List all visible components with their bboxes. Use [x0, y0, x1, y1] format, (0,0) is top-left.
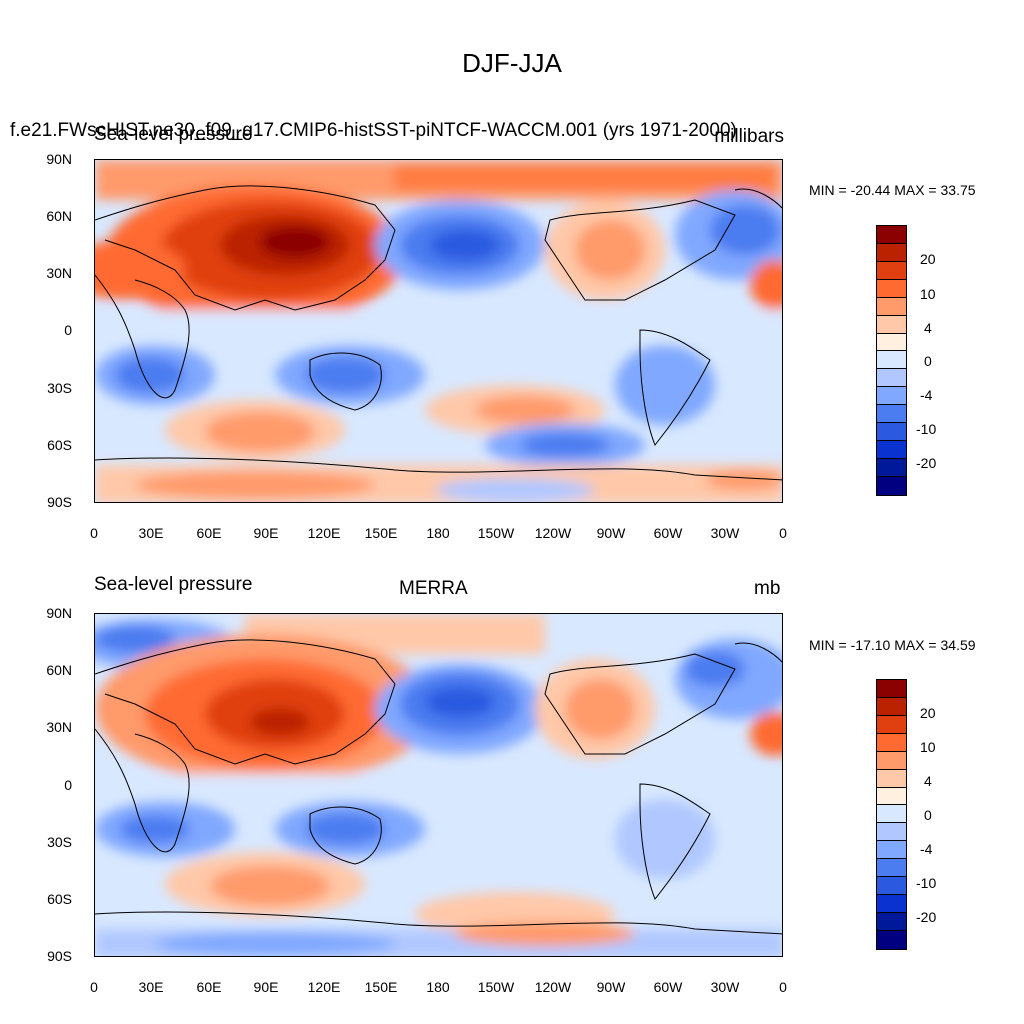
panel-1-center-label: f.e21.FWscHIST.ne30_f09_g17.CMIP6-histSS… [10, 120, 737, 141]
panel-1-lon-tick: 120W [534, 525, 572, 541]
colorbar-swatch [877, 458, 906, 477]
panel-2-lon-tick: 120E [307, 979, 341, 995]
panel-1-colorbar-label: 4 [924, 320, 932, 336]
colorbar-swatch [877, 441, 906, 459]
colorbar-swatch [877, 733, 906, 752]
panel-2-colorbar [876, 679, 907, 950]
panel-2-lon-tick: 30E [138, 979, 164, 995]
panel-1-lon-tick: 60W [653, 525, 683, 541]
colorbar-swatch [877, 680, 906, 698]
panel-2-lon-tick: 90W [596, 979, 626, 995]
colorbar-swatch [877, 369, 906, 388]
panel-1-colorbar-label: 20 [920, 251, 936, 267]
panel-1-lat-tick: 30N [46, 265, 72, 281]
panel-1-lat-tick: 30S [47, 380, 72, 396]
panel-2-lat-tick: 90S [47, 948, 72, 964]
colorbar-swatch [877, 476, 906, 495]
panel-2-colorbar-label: -4 [920, 841, 933, 857]
panel-1-lon-tick: 30E [138, 525, 164, 541]
panel-2-lon-tick: 60W [653, 979, 683, 995]
panel-2-lat-tick: 0 [64, 777, 72, 793]
colorbar-swatch [877, 423, 906, 442]
figure-title: DJF-JJA [462, 48, 562, 78]
panel-2-lon-tick: 90E [253, 979, 279, 995]
panel-1-lon-tick: 90E [253, 525, 279, 541]
colorbar-swatch [877, 823, 906, 842]
panel-1-lon-tick: 0 [779, 525, 787, 541]
panel-1-colorbar-label: -20 [916, 455, 937, 471]
colorbar-swatch [877, 243, 906, 262]
panel-2-lat-tick: 30S [47, 834, 72, 850]
colorbar-swatch [877, 769, 906, 788]
panel-1-colorbar-label: 10 [920, 286, 936, 302]
panel-1-lon-tick: 60E [196, 525, 222, 541]
panel-1-lat-tick: 90N [46, 151, 72, 167]
panel-2-lat-tick: 60S [47, 891, 72, 907]
colorbar-swatch [877, 351, 906, 370]
colorbar-swatch [877, 261, 906, 280]
panel-1-lon-tick: 30W [710, 525, 740, 541]
panel-1-lat-tick: 60S [47, 437, 72, 453]
panel-2-units-label: mb [754, 578, 781, 599]
colorbar-swatch [877, 387, 906, 406]
panel-2-lon-tick: 0 [779, 979, 787, 995]
panel-2-colorbar-label: -20 [916, 909, 937, 925]
colorbar-swatch [877, 787, 906, 806]
panel-1-lat-tick: 90S [47, 494, 72, 510]
panel-2-lat-tick: 90N [46, 605, 72, 621]
panel-1-lon-tick: 150W [477, 525, 515, 541]
panel-2-colorbar-label: 0 [924, 807, 932, 823]
panel-2-lon-tick: 150W [477, 979, 515, 995]
panel-2-lon-tick: 0 [90, 979, 98, 995]
panel-1-lon-tick: 120E [307, 525, 341, 541]
panel-1-colorbar [876, 225, 907, 496]
colorbar-swatch [877, 805, 906, 824]
colorbar-swatch [877, 333, 906, 352]
panel-2-min-max: MIN = -17.10 MAX = 34.59 [809, 637, 976, 653]
colorbar-swatch [877, 279, 906, 298]
colorbar-swatch [877, 405, 906, 424]
panel-1-lat-tick: 60N [46, 208, 72, 224]
panel-2-left-label: Sea-level pressure [94, 574, 253, 595]
colorbar-swatch [877, 877, 906, 896]
panel-1-left-label: Sea-level pressure [94, 124, 253, 145]
colorbar-swatch [877, 895, 906, 913]
panel-2-lon-tick: 30W [710, 979, 740, 995]
panel-1-colorbar-label: 0 [924, 353, 932, 369]
panel-2-lat-tick: 60N [46, 662, 72, 678]
panel-2-lon-tick: 150E [364, 979, 398, 995]
panel-1-map-contours [95, 160, 782, 502]
panel-1-min-max: MIN = -20.44 MAX = 33.75 [809, 182, 976, 198]
colorbar-swatch [877, 226, 906, 244]
panel-2-lat-tick: 30N [46, 719, 72, 735]
colorbar-swatch [877, 697, 906, 716]
colorbar-swatch [877, 912, 906, 931]
panel-2-center-label: MERRA [399, 578, 468, 599]
colorbar-swatch [877, 859, 906, 878]
panel-1-lon-tick: 0 [90, 525, 98, 541]
panel-2-lon-tick: 180 [426, 979, 450, 995]
panel-1-units-label: millibars [714, 126, 784, 147]
panel-1-lon-tick: 150E [364, 525, 398, 541]
panel-1-colorbar-label: -4 [920, 387, 933, 403]
panel-2-colorbar-label: 20 [920, 705, 936, 721]
colorbar-swatch [877, 841, 906, 860]
colorbar-swatch [877, 297, 906, 316]
panel-2-colorbar-label: 10 [920, 739, 936, 755]
panel-1-map [94, 159, 783, 503]
colorbar-swatch [877, 315, 906, 334]
colorbar-swatch [877, 751, 906, 770]
panel-2-colorbar-label: 4 [924, 773, 932, 789]
panel-1-colorbar-label: -10 [916, 421, 937, 437]
panel-2-map-contours [95, 614, 782, 956]
panel-1-lon-tick: 180 [426, 525, 450, 541]
panel-2-colorbar-label: -10 [916, 875, 937, 891]
panel-2-lon-tick: 120W [534, 979, 572, 995]
panel-1-lon-tick: 90W [596, 525, 626, 541]
panel-2-map [94, 613, 783, 957]
panel-2-lon-tick: 60E [196, 979, 222, 995]
colorbar-swatch [877, 930, 906, 949]
colorbar-swatch [877, 715, 906, 734]
panel-1-lat-tick: 0 [64, 322, 72, 338]
